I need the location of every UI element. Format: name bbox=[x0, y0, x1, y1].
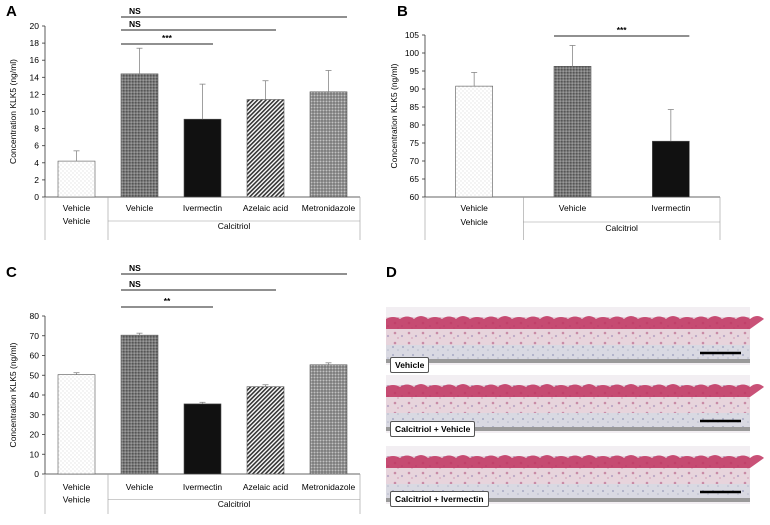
category-label: Vehicle bbox=[460, 203, 488, 213]
histology-image bbox=[386, 307, 764, 365]
y-tick-label: 40 bbox=[30, 390, 40, 400]
bar bbox=[57, 374, 96, 475]
y-tick-label: 4 bbox=[34, 158, 39, 168]
significance-label: *** bbox=[162, 33, 173, 43]
category-label: Azelaic acid bbox=[243, 203, 289, 213]
panel-letter: A bbox=[6, 3, 17, 20]
basal-layer bbox=[386, 413, 750, 427]
category-label: Vehicle bbox=[63, 482, 91, 492]
charts-layer: A 0 2 4 6 8 10 12 14 16 18 20 Concentration KLK5 (ng… bbox=[6, 3, 721, 514]
stratum-corneum bbox=[386, 316, 764, 329]
y-tick-label: 105 bbox=[405, 30, 419, 40]
y-tick-label: 95 bbox=[410, 66, 420, 76]
bar bbox=[309, 364, 348, 475]
y-tick-label: 60 bbox=[410, 192, 420, 202]
y-tick-label: 30 bbox=[30, 410, 40, 420]
y-tick-label: 85 bbox=[410, 102, 420, 112]
category-label: Metronidazole bbox=[302, 482, 356, 492]
y-tick-label: 70 bbox=[410, 156, 420, 166]
category-label: Vehicle bbox=[126, 482, 154, 492]
y-tick-label: 20 bbox=[30, 430, 40, 440]
group-label: Vehicle bbox=[460, 217, 488, 227]
y-axis-label: Concentration KLK5 (ng/ml) bbox=[8, 342, 18, 447]
category-label: Ivermectin bbox=[651, 203, 690, 213]
y-tick-label: 80 bbox=[30, 311, 40, 321]
y-axis-label: Concentration KLK5 (ng/ml) bbox=[389, 63, 399, 168]
chart-panel-c: C 0 10 20 30 40 50 60 70 80 Concentration KLK5 (ng… bbox=[6, 263, 361, 514]
y-tick-label: 2 bbox=[34, 175, 39, 185]
y-tick-label: 60 bbox=[30, 351, 40, 361]
significance-label: ** bbox=[164, 296, 171, 306]
histology-image bbox=[386, 446, 764, 504]
bar bbox=[652, 140, 690, 198]
panel-letter: B bbox=[397, 3, 408, 20]
category-label: Vehicle bbox=[63, 203, 91, 213]
bar bbox=[309, 91, 348, 198]
significance-label: NS bbox=[129, 6, 141, 16]
y-tick-label: 12 bbox=[30, 89, 40, 99]
category-label: Azelaic acid bbox=[243, 482, 289, 492]
bar bbox=[455, 85, 493, 198]
chart-panel-b: B 60 65 70 75 80 85 90 95 100 105 Concentration KLK… bbox=[389, 3, 721, 240]
significance-label: NS bbox=[129, 263, 141, 273]
significance-label: NS bbox=[129, 19, 141, 29]
significance-label: *** bbox=[617, 25, 628, 35]
group-label: Vehicle bbox=[63, 216, 91, 226]
bar bbox=[120, 73, 159, 198]
stratum-corneum bbox=[386, 455, 764, 468]
bar bbox=[246, 386, 285, 475]
y-tick-label: 75 bbox=[410, 138, 420, 148]
membrane bbox=[386, 427, 750, 431]
y-tick-label: 14 bbox=[30, 72, 40, 82]
group-label: Calcitriol bbox=[218, 221, 251, 231]
y-tick-label: 70 bbox=[30, 331, 40, 341]
y-tick-label: 10 bbox=[30, 449, 40, 459]
y-tick-label: 100 bbox=[405, 48, 419, 58]
bar bbox=[120, 334, 159, 475]
category-label: Ivermectin bbox=[183, 203, 222, 213]
histology-label-calcitriol-vehicle: Calcitriol + Vehicle bbox=[390, 421, 476, 437]
bar bbox=[183, 118, 222, 198]
category-label: Vehicle bbox=[126, 203, 154, 213]
y-tick-label: 65 bbox=[410, 174, 420, 184]
panel-letter: D bbox=[386, 264, 397, 281]
basal-layer bbox=[386, 345, 750, 359]
bar bbox=[553, 66, 592, 198]
y-tick-label: 16 bbox=[30, 55, 40, 65]
panel-letter: C bbox=[6, 264, 17, 281]
group-label: Calcitriol bbox=[605, 223, 638, 233]
y-tick-label: 8 bbox=[34, 124, 39, 134]
bar bbox=[183, 403, 222, 475]
y-tick-label: 18 bbox=[30, 38, 40, 48]
bar bbox=[246, 99, 285, 198]
group-label: Vehicle bbox=[63, 495, 91, 505]
membrane bbox=[386, 359, 750, 363]
histology-label-calcitriol-ivermectin: Calcitriol + Ivermectin bbox=[390, 491, 489, 507]
y-tick-label: 0 bbox=[34, 469, 39, 479]
significance-label: NS bbox=[129, 279, 141, 289]
y-tick-label: 10 bbox=[30, 107, 40, 117]
group-label: Calcitriol bbox=[218, 499, 251, 509]
category-label: Ivermectin bbox=[183, 482, 222, 492]
y-axis-label: Concentration KLK5 (ng/ml) bbox=[8, 59, 18, 164]
y-tick-label: 80 bbox=[410, 120, 420, 130]
y-tick-label: 50 bbox=[30, 370, 40, 380]
bar bbox=[57, 160, 96, 198]
chart-panel-a: A 0 2 4 6 8 10 12 14 16 18 20 Concentration KLK5 (ng… bbox=[6, 3, 361, 240]
membrane bbox=[386, 498, 750, 502]
y-tick-label: 0 bbox=[34, 192, 39, 202]
category-label: Metronidazole bbox=[302, 203, 356, 213]
y-tick-label: 20 bbox=[30, 21, 40, 31]
histology-label-vehicle: Vehicle bbox=[390, 357, 430, 373]
category-label: Vehicle bbox=[559, 203, 587, 213]
histology-layer: D bbox=[386, 264, 764, 504]
stratum-corneum bbox=[386, 384, 764, 397]
y-tick-label: 6 bbox=[34, 141, 39, 151]
y-tick-label: 90 bbox=[410, 84, 420, 94]
